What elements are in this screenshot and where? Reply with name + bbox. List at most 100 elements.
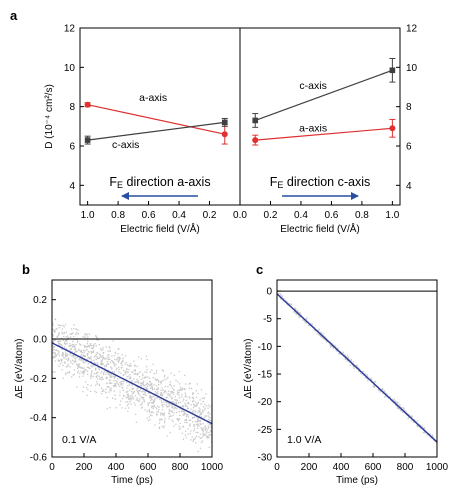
panel-b-scatter-point bbox=[197, 450, 199, 453]
panel-b-scatter-point bbox=[113, 354, 115, 357]
panel-c-scatter-point bbox=[407, 417, 409, 420]
panel-b-scatter-point bbox=[151, 406, 153, 409]
panel-c-scatter-point bbox=[280, 298, 282, 300]
panel-b-scatter-point bbox=[210, 426, 212, 428]
panel-b-scatter-point bbox=[118, 348, 120, 350]
panel-b-scatter-point bbox=[196, 423, 198, 426]
panel-b-scatter-point bbox=[168, 394, 170, 397]
panel-b-scatter-point bbox=[166, 401, 168, 403]
panel-b-scatter-point bbox=[54, 352, 56, 354]
panel-b-annotation: 0.1 V/A bbox=[62, 434, 96, 446]
panel-b-scatter-point bbox=[181, 410, 184, 412]
panel-b-scatter-point bbox=[51, 321, 54, 324]
panel-b-scatter-point bbox=[144, 376, 146, 378]
panel-b-scatter-point bbox=[91, 347, 93, 349]
panel-b-scatter-point bbox=[90, 365, 92, 367]
panel-b-scatter-point bbox=[62, 377, 64, 379]
panel-b-scatter-point bbox=[102, 389, 104, 391]
panel-b-scatter-point bbox=[86, 342, 89, 345]
panel-b-scatter-point bbox=[123, 395, 125, 398]
panel-b-scatter-point bbox=[109, 372, 112, 374]
panel-b-scatter-point bbox=[82, 372, 85, 375]
panel-b-scatter-point bbox=[92, 347, 95, 349]
panel-b-scatter-point bbox=[58, 333, 60, 335]
panel-b-scatter-point bbox=[191, 393, 194, 395]
panel-c-scatter-point bbox=[290, 303, 293, 306]
panel-b-scatter-point bbox=[65, 358, 67, 360]
panel-b-scatter-point bbox=[109, 381, 111, 384]
panel-b-scatter-point bbox=[181, 393, 183, 396]
panel-a-right-xtick-label: 0.8 bbox=[355, 210, 369, 221]
panel-b-scatter-point bbox=[167, 402, 169, 404]
panel-b-scatter-point bbox=[183, 388, 186, 390]
panel-b-scatter-point bbox=[73, 345, 76, 348]
panel-b-scatter-point bbox=[98, 368, 100, 371]
panel-b-scatter-point bbox=[70, 347, 72, 350]
panel-c-scatter-point bbox=[382, 388, 384, 391]
panel-b-scatter-point bbox=[176, 399, 178, 402]
panel-b-scatter-point bbox=[102, 372, 105, 375]
panel-b-scatter-point bbox=[190, 408, 192, 410]
panel-b-scatter-point bbox=[100, 356, 103, 358]
panel-b-scatter-point bbox=[72, 359, 74, 362]
panel-b-scatter-point bbox=[91, 344, 93, 347]
panel-c-scatter-point bbox=[375, 381, 377, 383]
panel-b-scatter-point bbox=[105, 376, 108, 378]
panel-b-scatter-point bbox=[179, 406, 182, 408]
panel-b-scatter-point bbox=[105, 346, 107, 348]
panel-b-scatter-point bbox=[169, 410, 172, 412]
panel-b-scatter-point bbox=[89, 367, 91, 370]
panel-b-scatter-point bbox=[100, 347, 102, 350]
panel-b-scatter-point bbox=[154, 378, 156, 380]
panel-b-scatter-point bbox=[163, 414, 165, 417]
panel-b-scatter-point bbox=[200, 441, 203, 444]
panel-b-scatter-point bbox=[201, 411, 204, 413]
panel-b-scatter-point bbox=[108, 386, 110, 388]
panel-c-scatter-point bbox=[361, 371, 364, 373]
panel-b-scatter-point bbox=[105, 388, 107, 390]
panel-b-scatter-point bbox=[146, 410, 148, 412]
panel-b-scatter-point bbox=[76, 341, 79, 343]
panel-b-scatter-point bbox=[116, 358, 119, 360]
panel-c-scatter-point bbox=[350, 360, 352, 362]
panel-b-scatter-point bbox=[104, 365, 106, 367]
panel-b-scatter-point bbox=[108, 374, 111, 376]
panel-c-scatter-point bbox=[387, 397, 389, 399]
panel-b-scatter-point bbox=[150, 400, 152, 402]
panel-b-scatter-point bbox=[146, 371, 148, 373]
panel-c-scatter-point bbox=[426, 434, 428, 436]
panel-b-scatter-point bbox=[53, 346, 56, 348]
panel-b-scatter-point bbox=[189, 382, 191, 384]
panel-a-right-ytick-label: 8 bbox=[406, 102, 412, 113]
panel-b-scatter-point bbox=[201, 429, 203, 431]
panel-b-scatter-point bbox=[168, 418, 170, 420]
panel-a-left-series-line-c-axis bbox=[87, 121, 225, 141]
panel-b-scatter-point bbox=[102, 351, 105, 354]
panel-b-scatter-point bbox=[142, 390, 144, 392]
panel-b-scatter-point bbox=[52, 371, 54, 373]
panel-b-scatter-point bbox=[122, 389, 124, 391]
panel-b-scatter-point bbox=[199, 437, 202, 439]
panel-b-scatter-point bbox=[200, 413, 203, 415]
panel-b-scatter-point bbox=[152, 389, 154, 391]
panel-b-scatter-point bbox=[76, 356, 79, 358]
panel-b-scatter-point bbox=[72, 354, 74, 356]
panel-b-scatter-point bbox=[179, 427, 182, 429]
panel-b-scatter-point bbox=[113, 385, 116, 387]
panel-b-scatter-point bbox=[61, 352, 64, 355]
panel-b-scatter-point bbox=[207, 418, 210, 421]
panel-b-scatter-point bbox=[151, 402, 153, 404]
panel-b-scatter-point bbox=[173, 393, 175, 395]
panel-b-scatter-point bbox=[73, 345, 76, 347]
panel-c-scatter-point bbox=[396, 401, 398, 403]
panel-b-scatter-point bbox=[157, 405, 159, 407]
panel-b-scatter-point bbox=[112, 361, 114, 363]
panel-b-scatter-point bbox=[116, 382, 118, 384]
panel-c-scatter-point bbox=[392, 401, 394, 404]
panel-b-scatter-point bbox=[161, 409, 164, 411]
panel-b-scatter-point bbox=[195, 431, 197, 434]
panel-c-scatter-point bbox=[423, 432, 425, 434]
panel-b-scatter-point bbox=[86, 366, 88, 368]
panel-b-scatter-point bbox=[197, 412, 199, 414]
panel-b-scatter-point bbox=[152, 400, 155, 402]
